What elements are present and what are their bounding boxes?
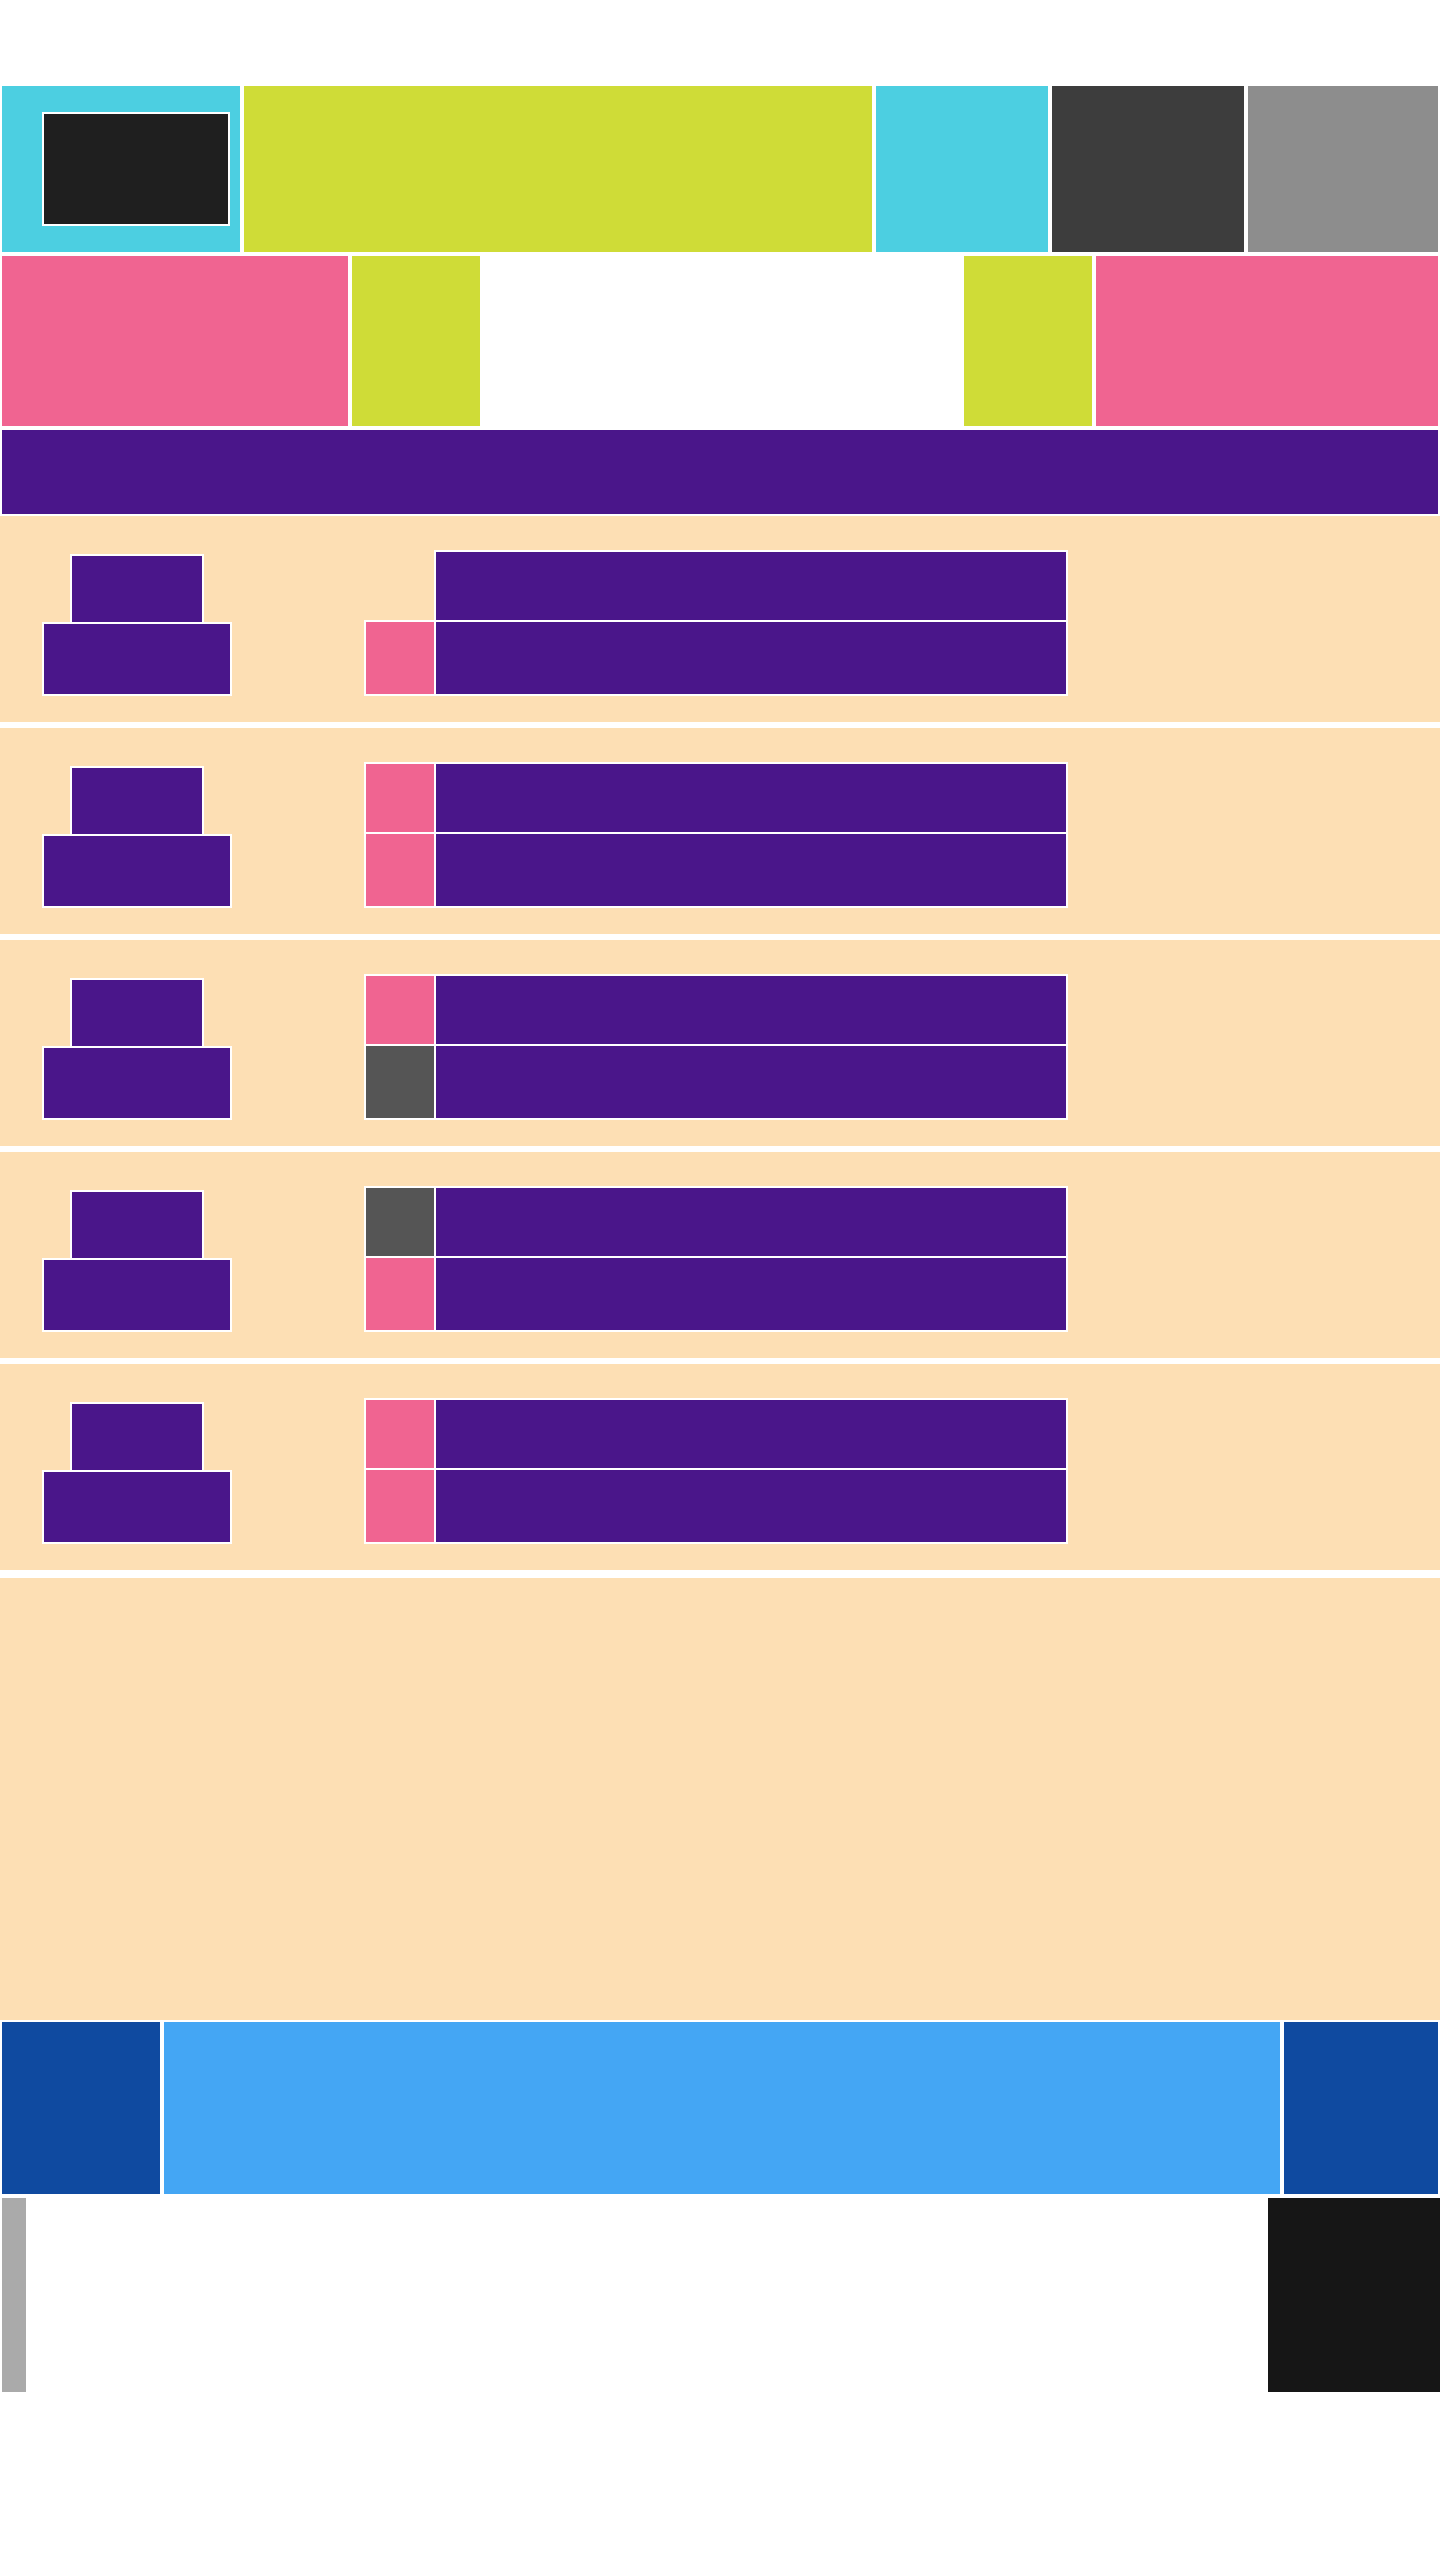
item-subtitle-bar [434, 1256, 1068, 1332]
status-marker-icon [364, 762, 440, 838]
item-subtitle-bar [434, 1468, 1068, 1544]
item-title-bar [434, 762, 1068, 838]
list-empty-area [0, 1578, 1440, 2020]
item-badge [70, 1190, 204, 1264]
item-badge [70, 978, 204, 1052]
search-input[interactable] [482, 254, 962, 428]
toolbar-prev-button[interactable] [350, 254, 482, 428]
list-item[interactable] [0, 728, 1440, 934]
toolbar-next-button[interactable] [962, 254, 1094, 428]
item-label [42, 834, 232, 908]
header-menu-button[interactable] [1050, 84, 1246, 254]
header-action-button[interactable] [874, 84, 1050, 254]
footer-left-button[interactable] [0, 2020, 162, 2196]
item-label [42, 1046, 232, 1120]
app-logo-icon[interactable] [42, 112, 230, 226]
item-title-bar [434, 550, 1068, 626]
item-title-bar [434, 1186, 1068, 1262]
status-marker-icon [364, 620, 440, 696]
item-badge [70, 554, 204, 628]
item-label [42, 1470, 232, 1544]
footer-main-button[interactable] [162, 2020, 1282, 2196]
list-item[interactable] [0, 516, 1440, 722]
list-item[interactable] [0, 1364, 1440, 1570]
list-item[interactable] [0, 940, 1440, 1146]
status-marker-icon [364, 1186, 440, 1262]
item-label [42, 622, 232, 696]
item-subtitle-bar [434, 1044, 1068, 1120]
status-marker-icon [364, 832, 440, 908]
status-marker-icon [364, 1044, 440, 1120]
status-marker-icon [364, 1256, 440, 1332]
list-item[interactable] [0, 1152, 1440, 1358]
item-badge [70, 1402, 204, 1476]
item-subtitle-bar [434, 832, 1068, 908]
item-title-bar [434, 974, 1068, 1050]
corner-panel [1268, 2198, 1440, 2392]
scrollbar[interactable] [2, 2198, 26, 2392]
header-title-bar [242, 84, 874, 254]
footer-right-button[interactable] [1282, 2020, 1440, 2196]
item-label [42, 1258, 232, 1332]
section-header [0, 428, 1440, 516]
toolbar-right-button[interactable] [1094, 254, 1440, 428]
item-badge [70, 766, 204, 840]
status-marker-icon [364, 974, 440, 1050]
header-profile-button[interactable] [1246, 84, 1440, 254]
status-marker-icon [364, 1398, 440, 1474]
item-list [0, 516, 1440, 2022]
toolbar-left-button[interactable] [0, 254, 350, 428]
status-marker-icon [364, 1468, 440, 1544]
item-subtitle-bar [434, 620, 1068, 696]
item-title-bar [434, 1398, 1068, 1474]
